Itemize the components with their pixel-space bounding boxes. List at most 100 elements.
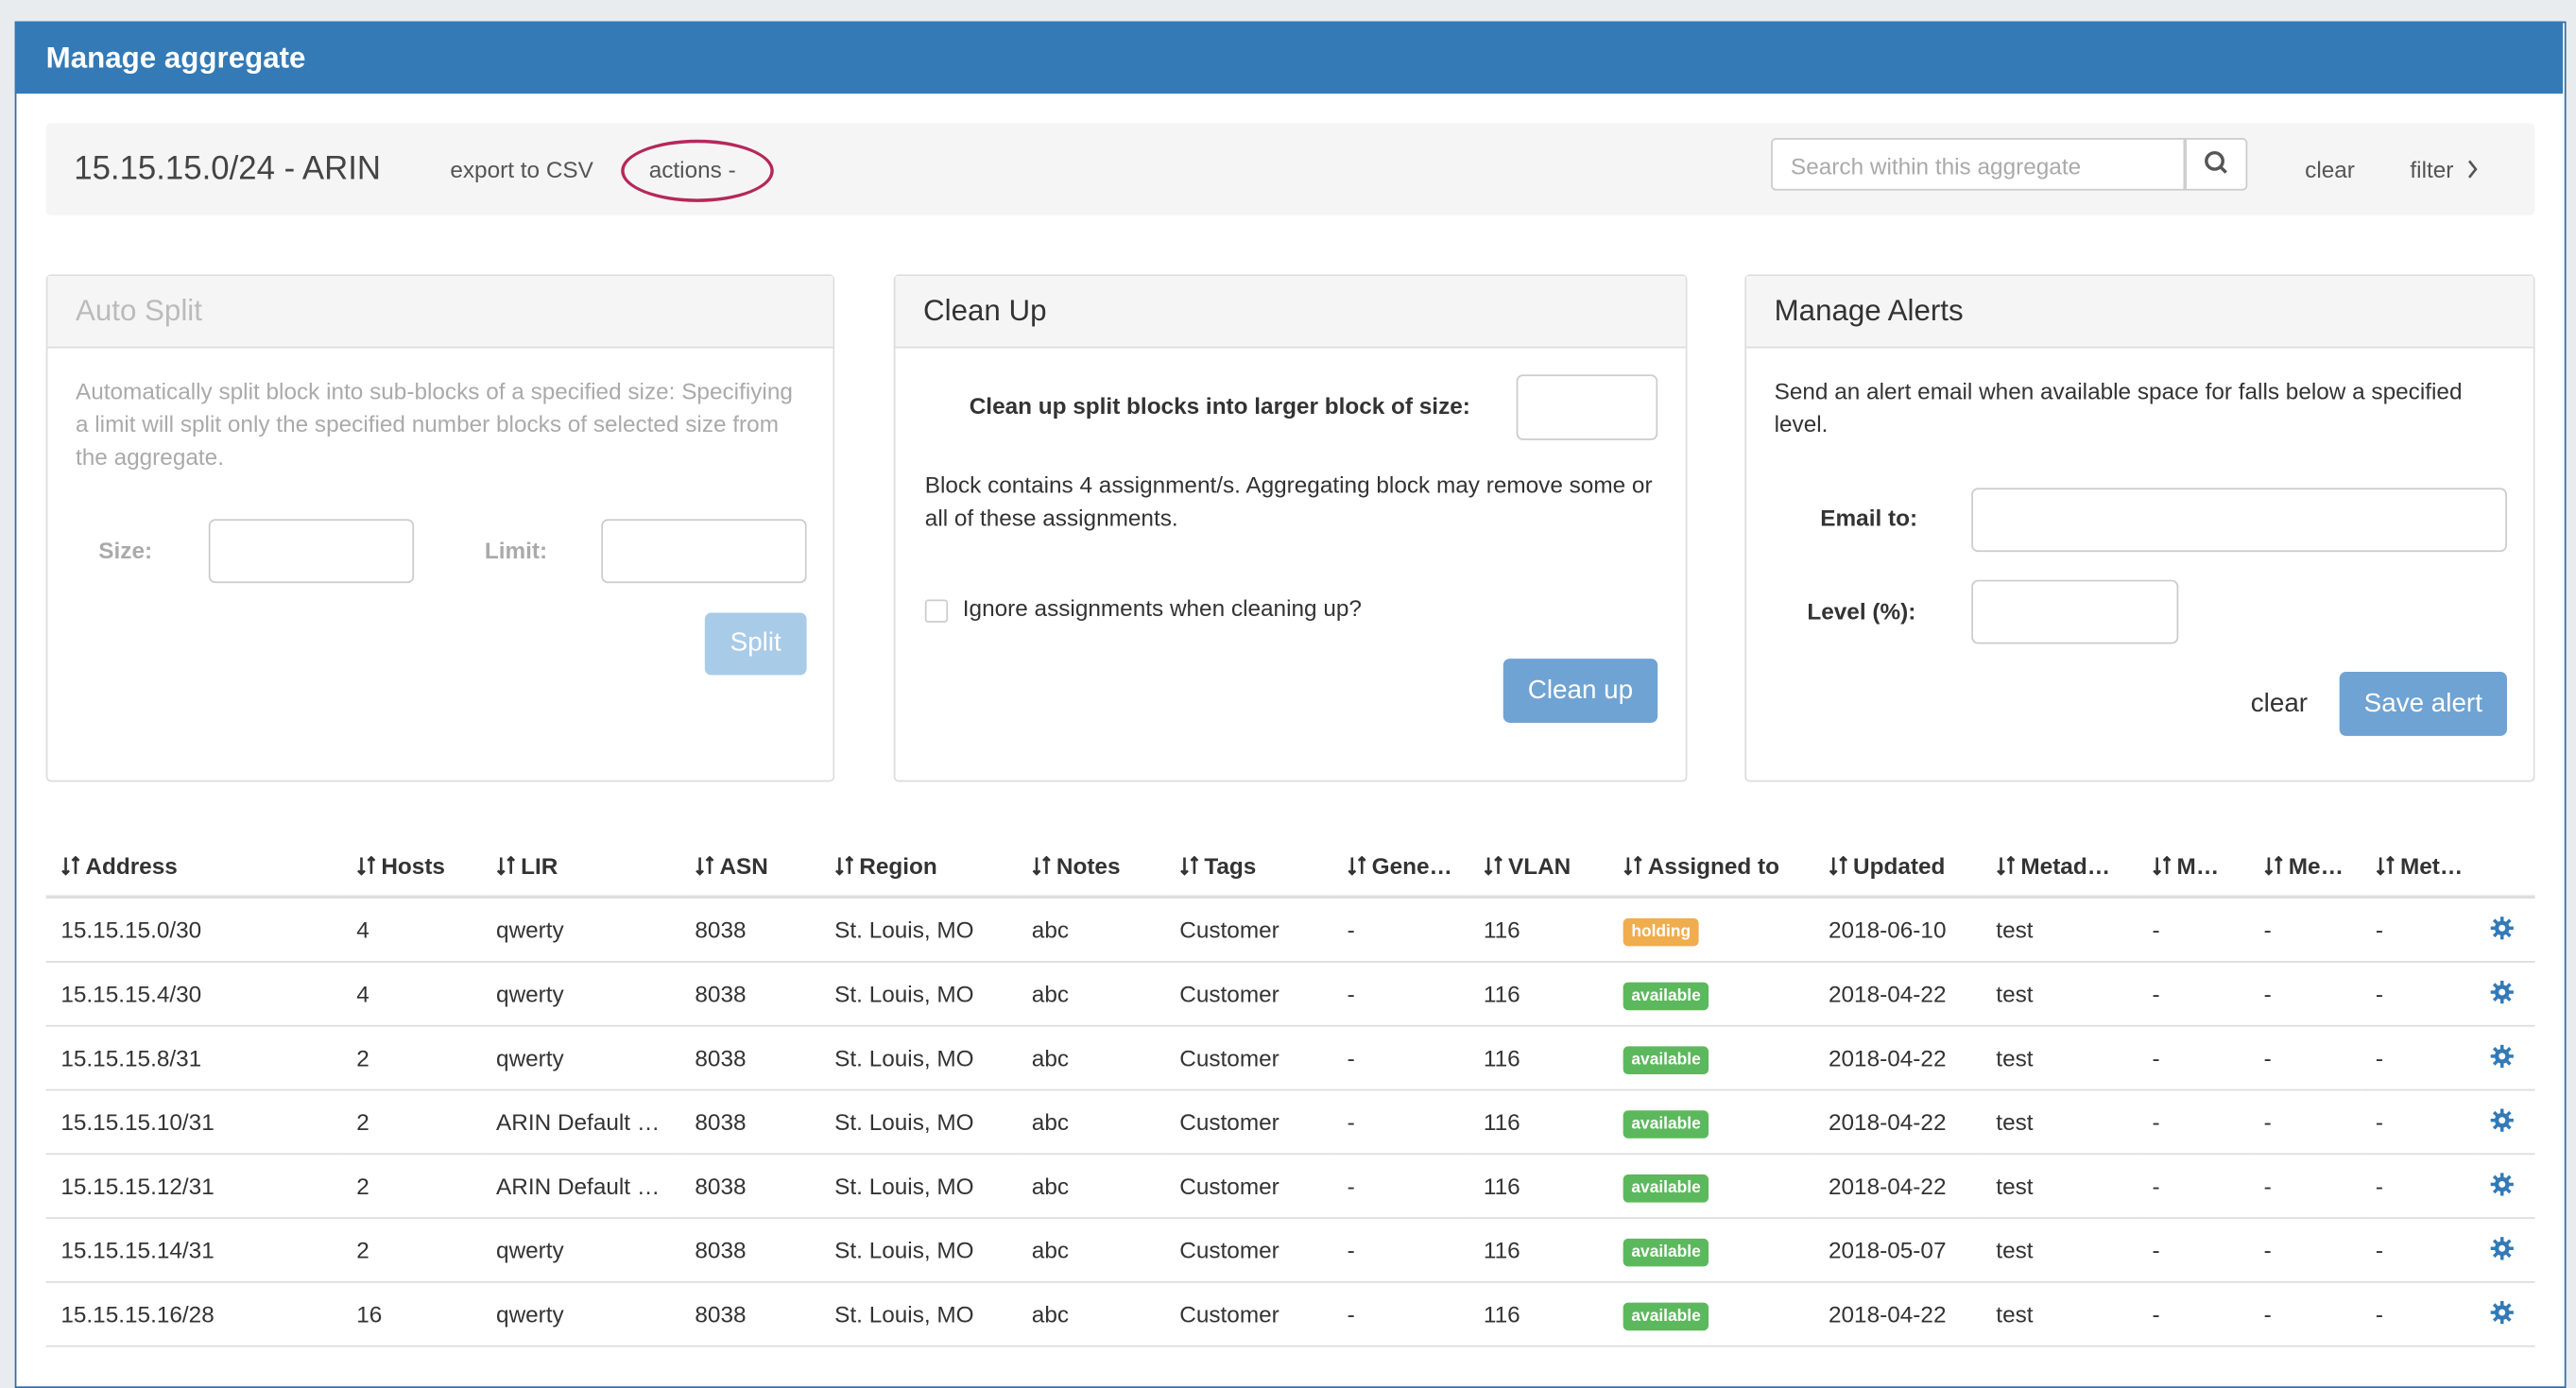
row-actions[interactable]	[2475, 1281, 2535, 1347]
column-label: Met…	[2399, 851, 2464, 879]
panel-title: Clean Up	[895, 276, 1686, 349]
column-header[interactable]: Updated	[1813, 834, 1982, 899]
clean-up-panel: Clean Up Clean up split blocks into larg…	[893, 274, 1688, 782]
clear-link[interactable]: clear	[2305, 156, 2355, 182]
aggregate-title: 15.15.15.0/24 - ARIN	[74, 150, 381, 188]
table-cell: test	[1981, 1025, 2138, 1091]
sort-icon	[1829, 854, 1848, 875]
row-actions[interactable]	[2475, 1154, 2535, 1219]
table-cell: 2018-04-22	[1813, 1281, 1982, 1347]
gear-icon[interactable]	[2490, 1107, 2514, 1131]
table-cell: -	[2249, 1281, 2361, 1347]
table-cell: 15.15.15.14/31	[45, 1218, 342, 1283]
table-row: 15.15.15.10/31 2 ARIN Default … 8038 St. Lou…	[45, 1089, 2535, 1156]
column-label: LIR	[521, 851, 558, 879]
actions-menu[interactable]: actions -	[648, 156, 736, 182]
column-header[interactable]: Address	[45, 834, 342, 899]
export-link[interactable]: export to CSV	[450, 156, 593, 182]
table-cell: Customer	[1164, 1025, 1332, 1091]
table-cell: Customer	[1164, 961, 1332, 1027]
column-label: Me…	[2288, 851, 2344, 879]
table-cell: Customer	[1164, 897, 1332, 963]
gear-icon[interactable]	[2490, 1300, 2514, 1324]
sort-icon	[696, 854, 714, 875]
gear-icon[interactable]	[2490, 1236, 2514, 1259]
clean-up-button[interactable]: Clean up	[1503, 659, 1658, 723]
table-cell: 8038	[679, 897, 820, 963]
table-cell: available	[1608, 1281, 1814, 1347]
table-cell: -	[2361, 1218, 2476, 1283]
column-header[interactable]: LIR	[481, 834, 680, 899]
gear-icon[interactable]	[2490, 1043, 2514, 1068]
gear-icon[interactable]	[2490, 916, 2514, 939]
chevron	[2467, 160, 2478, 179]
table-cell: 116	[1468, 961, 1609, 1027]
search-input[interactable]: Search within this aggregate	[1771, 138, 2186, 191]
table-cell: 2018-04-22	[1813, 1089, 1982, 1156]
message: Block contains 4 assignment/s. Aggregati…	[924, 471, 1653, 531]
email-input[interactable]	[1971, 488, 2507, 553]
table-cell: -	[2249, 961, 2361, 1027]
row-actions[interactable]	[2475, 897, 2535, 963]
column-header[interactable]: Assigned to	[1608, 834, 1814, 899]
gear-icon[interactable]	[2490, 980, 2514, 1003]
column-header[interactable]: M…	[2137, 834, 2250, 899]
level-input[interactable]	[1971, 579, 2179, 644]
table-cell: 116	[1468, 1089, 1609, 1156]
table-cell: 8038	[679, 1281, 820, 1347]
table-cell: ARIN Default …	[481, 1089, 680, 1156]
clear-link[interactable]: clear	[2250, 690, 2309, 718]
header-title: Manage aggregate	[45, 41, 306, 75]
column-header[interactable]: Gene…	[1331, 834, 1469, 899]
row-actions[interactable]	[2475, 1089, 2535, 1156]
sort-icon	[1180, 854, 1199, 875]
table-cell: -	[2249, 1218, 2361, 1283]
table-cell: abc	[1017, 1025, 1165, 1091]
table-row: 15.15.15.0/30 4 qwerty 8038 St. Louis, MO abc…	[45, 897, 2535, 963]
column-label: Tags	[1204, 851, 1257, 879]
table-cell: Customer	[1164, 1154, 1332, 1219]
column-header[interactable]: Metad…	[1981, 834, 2138, 899]
table-cell: qwerty	[481, 961, 680, 1027]
table-cell: -	[2249, 1025, 2361, 1091]
auto-split-panel: Auto Split Automatically split block int…	[45, 274, 835, 782]
limit-input[interactable]	[601, 519, 807, 584]
column-header[interactable]: ASN	[679, 834, 820, 899]
gear-icon[interactable]	[2490, 1172, 2514, 1195]
column-header[interactable]: Hosts	[341, 834, 482, 899]
table-cell: 15.15.15.8/31	[45, 1025, 342, 1091]
table-cell: 2018-04-22	[1813, 961, 1982, 1027]
column-header[interactable]: Region	[819, 834, 1018, 899]
header: Manage aggregate	[14, 21, 2564, 94]
table-cell: 2018-06-10	[1813, 897, 1982, 963]
column-header[interactable]: Me…	[2249, 834, 2361, 899]
save-alert-button[interactable]: Save alert	[2339, 672, 2507, 736]
column-header[interactable]: Tags	[1164, 834, 1332, 899]
description: Automatically split block into sub-block…	[75, 377, 793, 471]
sort-icon	[1484, 854, 1503, 875]
table-cell: 15.15.15.0/30	[45, 897, 342, 963]
status-badge: available	[1623, 1109, 1709, 1138]
column-header[interactable]: Notes	[1017, 834, 1165, 899]
filter-link[interactable]: filter	[2410, 156, 2454, 182]
table-cell: St. Louis, MO	[819, 961, 1018, 1027]
row-actions[interactable]	[2475, 961, 2535, 1027]
size-label: Clean up split blocks into larger block …	[969, 392, 1470, 420]
table-cell: abc	[1017, 1218, 1165, 1283]
size-select[interactable]	[1516, 374, 1658, 440]
table-cell: 15.15.15.16/28	[45, 1281, 342, 1347]
column-header[interactable]: VLAN	[1468, 834, 1609, 899]
table-cell: 116	[1468, 897, 1609, 963]
size-select[interactable]	[208, 519, 415, 584]
table-cell: -	[2137, 1025, 2250, 1091]
row-actions[interactable]	[2475, 1218, 2535, 1283]
row-actions[interactable]	[2475, 1025, 2535, 1091]
search-button[interactable]	[2185, 138, 2248, 191]
checkbox[interactable]	[924, 599, 949, 623]
column-header[interactable]: Met…	[2361, 834, 2476, 899]
split-button[interactable]: Split	[704, 612, 807, 676]
sort-icon	[2153, 854, 2172, 875]
table-cell: Customer	[1164, 1281, 1332, 1347]
table-cell: -	[2361, 961, 2476, 1027]
